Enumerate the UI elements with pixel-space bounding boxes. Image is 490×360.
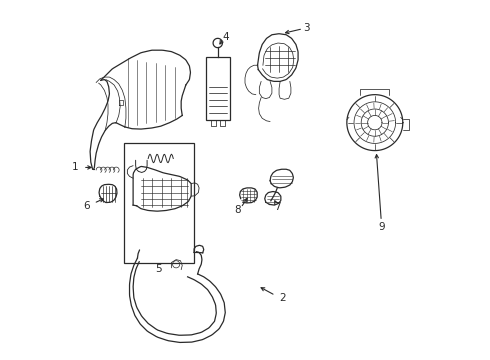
Text: 3: 3 bbox=[303, 23, 310, 33]
Bar bbox=[206, 57, 230, 120]
Bar bbox=[124, 143, 194, 263]
Text: 6: 6 bbox=[83, 201, 90, 211]
Text: 4: 4 bbox=[222, 32, 229, 41]
Text: 7: 7 bbox=[274, 202, 281, 212]
Text: 5: 5 bbox=[156, 264, 162, 274]
Text: 8: 8 bbox=[234, 206, 241, 216]
Text: 1: 1 bbox=[72, 162, 78, 172]
Text: 9: 9 bbox=[379, 222, 385, 231]
Text: 2: 2 bbox=[279, 293, 286, 303]
